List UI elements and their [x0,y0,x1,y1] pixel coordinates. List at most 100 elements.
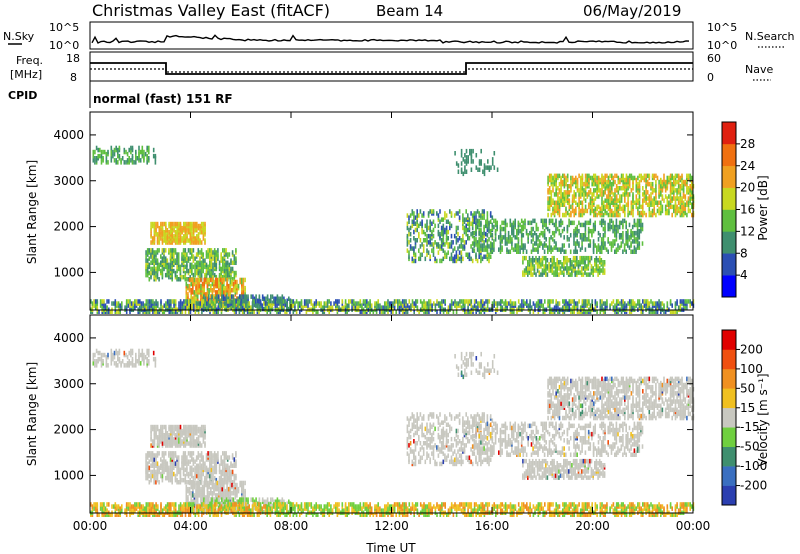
power-cell-0 [92,158,95,163]
power-cell-667 [209,252,211,257]
power-cell-2984 [627,192,629,197]
velocity-cell-30 [110,361,113,366]
power-cell-1627 [480,213,482,218]
power-cell-1440 [440,231,443,237]
power-cell-1789 [506,237,508,242]
power-cell-165 [163,230,165,235]
power-cell-4429 [599,309,602,314]
power-cell-3133 [655,179,657,185]
velocity-cell-96 [143,352,145,358]
power-cell-2119 [610,247,613,252]
power-cell-2252 [527,266,529,271]
power-cell-1095 [242,290,245,295]
power-cell-1769 [501,245,503,250]
power-cell-1760 [499,245,502,250]
power-cell-1943 [548,218,551,224]
power-cell-1575 [470,231,472,237]
power-cell-61 [126,158,129,163]
power-cell-4201 [480,299,482,304]
power-cell-2577 [560,188,562,193]
power-cell-420 [158,277,160,282]
power-cell-3019 [633,175,636,181]
power-cell-1885 [532,226,534,232]
power-cell-1581 [471,225,474,231]
power-cell-2782 [596,204,598,210]
power-cell-2739 [589,208,592,214]
power-cell-1336 [418,248,420,253]
power-cell-1398 [431,221,433,226]
power-cell-2097 [602,233,605,238]
nsky-series-line [91,34,690,44]
power-cell-3514 [139,299,141,304]
power-cell-1228 [263,296,266,301]
power-cell-4147 [455,309,458,314]
power-cell-1911 [540,218,543,224]
power-cell-2967 [624,177,626,183]
power-cell-3184 [666,208,669,214]
power-cell-366 [146,248,149,253]
power-cell-3467 [114,299,117,304]
power-cell-3947 [354,301,357,306]
power-cell-2109 [607,249,609,254]
power-cell-4520 [643,303,646,308]
power-cell-4097 [426,301,428,306]
power-cell-3435 [99,303,102,308]
power-cell-2948 [622,208,624,214]
power-cell-3730 [241,305,244,310]
power-cell-1993 [568,243,570,248]
power-cell-3287 [681,184,683,189]
power-cell-1941 [548,228,551,234]
nave-label: Nave [745,63,773,76]
power-cell-932 [210,294,212,299]
power-cell-2683 [579,208,582,214]
power-cell-1096 [242,285,245,291]
power-cell-2435 [585,272,588,277]
power-cell-3059 [642,208,644,214]
power-cell-2448 [589,255,591,261]
power-cell-3024 [635,194,638,199]
power-cell-3231 [673,179,675,185]
power-cell-1585 [473,248,476,253]
power-cell-2335 [554,270,557,275]
power-cell-3921 [341,299,344,304]
power-cell-3177 [664,204,667,210]
power-cell-1299 [409,213,412,218]
power-cell-4090 [423,299,425,304]
power-cell-840 [193,277,196,283]
power-cell-2929 [617,179,620,185]
power-cell-1292 [408,219,410,224]
power-cell-2654 [573,177,575,183]
power-cell-589 [192,254,195,259]
power-cell-2083 [599,245,601,250]
power-cell-2089 [600,237,603,242]
power-cell-4477 [622,303,624,308]
power-cell-1903 [537,235,539,240]
power-cell-1871 [527,233,529,238]
power-cell-4189 [475,299,477,304]
power-cell-327 [199,230,201,235]
power-cell-666 [209,256,211,261]
power-cell-2295 [540,258,542,263]
power-cell-3335 [689,196,691,201]
power-cell-3168 [661,179,664,185]
power-cell-2048 [587,243,590,248]
power-cell-1456 [444,242,446,247]
power-cell-4005 [384,301,386,306]
power-cell-3659 [202,299,205,304]
power-cell-736 [223,262,226,268]
power-cell-3030 [637,206,639,212]
power-cell-3442 [103,309,105,314]
power-cell-3892 [325,301,327,306]
power-cell-1081 [239,277,241,283]
power-cell-2585 [562,198,564,203]
power-cell-4606 [691,301,693,306]
velocity-cell-41 [115,361,117,366]
power-cell-707 [217,248,219,253]
power-cell-3132 [655,184,657,189]
power-cell-3341 [689,173,691,179]
power-cell-1485 [450,244,453,249]
power-cell-4474 [620,299,623,304]
power-cell-4175 [468,299,471,304]
power-cell-2443 [587,260,590,265]
power-cell-1607 [478,248,480,253]
